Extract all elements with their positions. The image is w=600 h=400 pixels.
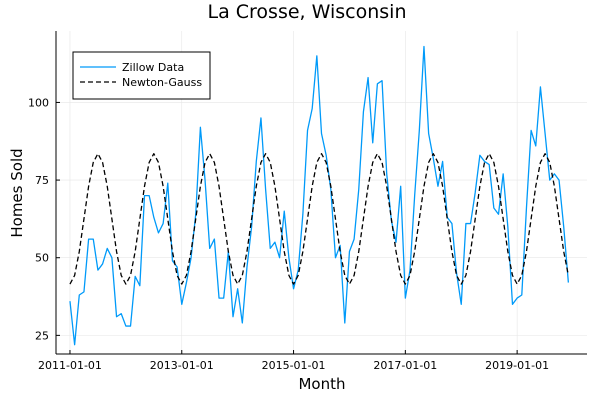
y-tick-label: 50 bbox=[35, 252, 49, 265]
x-axis-title: Month bbox=[298, 375, 345, 393]
x-tick-label: 2015-01-01 bbox=[262, 359, 326, 372]
legend: Zillow Data Newton-Gauss bbox=[72, 51, 211, 100]
series bbox=[69, 45, 570, 346]
y-tick-label: 100 bbox=[28, 96, 49, 109]
x-tick-label: 2019-01-01 bbox=[485, 359, 549, 372]
series-line-newton-gauss bbox=[69, 153, 570, 285]
legend-box bbox=[72, 51, 211, 100]
y-axis-title: Homes Sold bbox=[8, 148, 26, 237]
chart-title: La Crosse, Wisconsin bbox=[208, 1, 407, 23]
x-tick-label: 2011-01-01 bbox=[38, 359, 102, 372]
axes: 2011-01-01 2013-01-01 2015-01-01 2017-01-01… bbox=[28, 31, 587, 372]
series-line-zillow-data bbox=[69, 45, 570, 346]
x-tick-label: 2017-01-01 bbox=[373, 359, 437, 372]
y-tick-label: 25 bbox=[35, 329, 49, 342]
y-tick-label: 75 bbox=[35, 174, 49, 187]
x-tick-label: 2013-01-01 bbox=[150, 359, 214, 372]
legend-label: Zillow Data bbox=[122, 61, 184, 74]
legend-label: Newton-Gauss bbox=[122, 76, 202, 89]
